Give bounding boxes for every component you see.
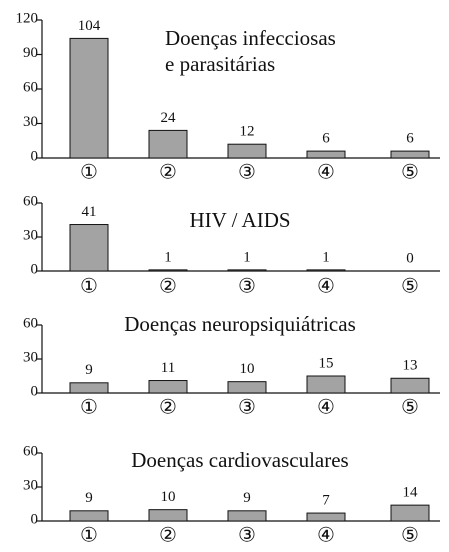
value-label: 6 (406, 131, 414, 147)
x-tick-label: ③ (238, 525, 256, 547)
x-tick-label: ④ (317, 525, 335, 547)
value-label: 9 (243, 490, 251, 506)
chart-title: e parasitárias (165, 52, 275, 76)
value-label: 12 (240, 124, 255, 140)
y-tick-label: 0 (31, 261, 39, 277)
bar (148, 129, 188, 159)
value-label: 0 (406, 250, 414, 266)
bar (227, 510, 267, 522)
x-tick-label: ② (159, 525, 177, 547)
bar (227, 143, 267, 159)
x-tick-label: ⑤ (401, 525, 419, 547)
y-tick-label: 60 (23, 315, 38, 331)
chart-title: Doenças infecciosas (165, 26, 336, 50)
y-tick-label: 60 (23, 79, 38, 95)
bar (306, 150, 346, 159)
y-tick-label: 60 (23, 193, 38, 209)
value-label: 10 (240, 361, 255, 377)
y-tick-label: 30 (23, 477, 38, 493)
bar (390, 377, 430, 394)
value-label: 13 (403, 358, 418, 374)
x-tick-label: ① (80, 276, 98, 298)
bar (69, 510, 109, 522)
value-label: 1 (322, 249, 330, 265)
bar (148, 269, 188, 272)
x-tick-label: ③ (238, 397, 256, 419)
value-label: 11 (161, 360, 175, 376)
x-tick-label: ② (159, 162, 177, 184)
x-tick-label: ⑤ (401, 162, 419, 184)
x-tick-label: ④ (317, 397, 335, 419)
y-tick-label: 30 (23, 349, 38, 365)
bar (306, 512, 346, 522)
value-label: 9 (85, 490, 93, 506)
value-label: 1 (243, 249, 251, 265)
bar (148, 380, 188, 394)
chart-title: Doenças cardiovasculares (131, 448, 348, 472)
bar (69, 382, 109, 394)
x-tick-label: ⑤ (401, 276, 419, 298)
x-tick-label: ③ (238, 276, 256, 298)
y-tick-label: 90 (23, 45, 38, 61)
x-tick-label: ① (80, 397, 98, 419)
y-tick-label: 60 (23, 443, 38, 459)
value-label: 9 (85, 362, 93, 378)
bar (306, 375, 346, 394)
chart-title: HIV / AIDS (189, 208, 290, 232)
x-tick-label: ① (80, 525, 98, 547)
y-tick-label: 30 (23, 227, 38, 243)
bar (227, 269, 267, 272)
bar (148, 509, 188, 522)
x-tick-label: ① (80, 162, 98, 184)
value-label: 10 (161, 489, 176, 505)
value-label: 6 (322, 131, 330, 147)
y-tick-label: 0 (31, 383, 39, 399)
x-tick-label: ③ (238, 162, 256, 184)
bar (69, 224, 109, 272)
bar (390, 150, 430, 159)
x-tick-label: ② (159, 397, 177, 419)
value-label: 7 (322, 493, 330, 509)
value-label: 104 (78, 18, 101, 34)
bar (227, 381, 267, 394)
x-tick-label: ④ (317, 276, 335, 298)
x-tick-label: ② (159, 276, 177, 298)
y-tick-label: 0 (31, 511, 39, 527)
value-label: 1 (164, 249, 172, 265)
value-label: 24 (161, 110, 177, 126)
y-tick-label: 30 (23, 114, 38, 130)
bar (69, 37, 109, 159)
y-tick-label: 120 (16, 10, 39, 26)
x-tick-label: ④ (317, 162, 335, 184)
value-label: 14 (403, 485, 419, 501)
value-label: 41 (82, 204, 97, 220)
chart-title: Doenças neuropsiquiátricas (124, 312, 356, 336)
x-tick-label: ⑤ (401, 397, 419, 419)
value-label: 15 (319, 355, 334, 371)
bar (306, 269, 346, 272)
bar (390, 504, 430, 522)
y-tick-label: 0 (31, 148, 39, 164)
